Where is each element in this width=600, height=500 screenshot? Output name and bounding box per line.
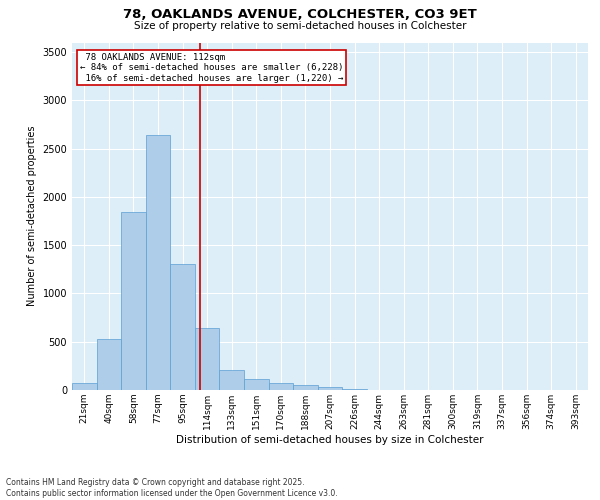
Bar — [97, 339, 121, 390]
Bar — [244, 380, 269, 390]
Bar — [220, 370, 244, 390]
Bar — [72, 383, 97, 390]
Bar — [293, 384, 318, 390]
Bar — [146, 135, 170, 390]
Bar — [195, 328, 220, 390]
Bar — [269, 383, 293, 390]
Text: 78 OAKLANDS AVENUE: 112sqm
← 84% of semi-detached houses are smaller (6,228)
 16: 78 OAKLANDS AVENUE: 112sqm ← 84% of semi… — [80, 53, 343, 82]
X-axis label: Distribution of semi-detached houses by size in Colchester: Distribution of semi-detached houses by … — [176, 434, 484, 444]
Text: 78, OAKLANDS AVENUE, COLCHESTER, CO3 9ET: 78, OAKLANDS AVENUE, COLCHESTER, CO3 9ET — [123, 8, 477, 20]
Bar — [170, 264, 195, 390]
Y-axis label: Number of semi-detached properties: Number of semi-detached properties — [27, 126, 37, 306]
Bar — [318, 387, 342, 390]
Text: Size of property relative to semi-detached houses in Colchester: Size of property relative to semi-detach… — [134, 21, 466, 31]
Bar — [121, 212, 146, 390]
Bar — [342, 389, 367, 390]
Text: Contains HM Land Registry data © Crown copyright and database right 2025.
Contai: Contains HM Land Registry data © Crown c… — [6, 478, 338, 498]
